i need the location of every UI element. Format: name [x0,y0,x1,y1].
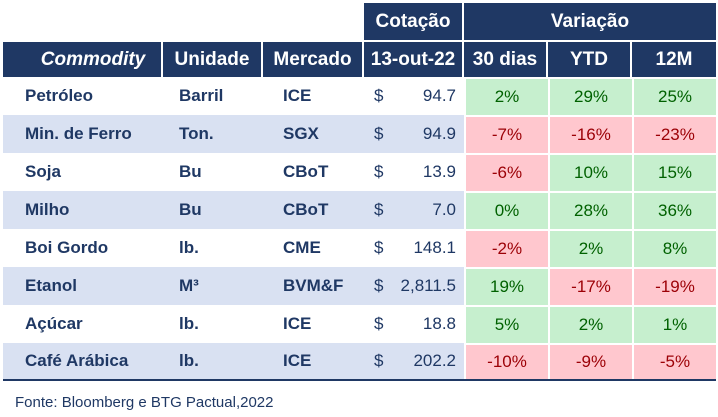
30-dias-cell: -6% [464,153,548,191]
unidade-cell: Bu [179,200,202,219]
commodity-cell: Milho [25,200,70,219]
commodity-table: Cotação Variação Commodity Unidade Merca… [3,3,716,381]
source-note: Fonte: Bloomberg e BTG Pactual,2022 [15,394,274,411]
table-body: Petróleo Barril ICE $ 94.7 2% 29% 25% Mi… [3,77,716,381]
ytd-cell: 29% [548,77,632,115]
ytd-cell: 2% [548,305,632,343]
price-cell: $ 18.8 [364,305,464,343]
commodity-cell: Petróleo [25,86,94,105]
price-value: 2,811.5 [400,276,456,295]
price-value: 202.2 [413,351,456,370]
table-row: Etanol M³ BVM&F $ 2,811.5 19% -17% -19% [3,267,716,305]
commodity-column-header: Commodity [3,42,163,77]
ytd-column-header: YTD [548,42,632,77]
unidade-cell: lb. [179,238,199,257]
price-value: 94.9 [422,124,456,143]
unidade-cell: M³ [179,276,199,295]
12m-cell: 36% [632,191,716,229]
30-dias-column-header: 30 dias [464,42,548,77]
12m-cell: -19% [632,267,716,305]
30-dias-cell: -10% [464,343,548,379]
12m-cell: 15% [632,153,716,191]
commodity-cell: Min. de Ferro [25,124,132,143]
table-row: Café Arábica lb. ICE $ 202.2 -10% -9% -5… [3,343,716,381]
table-row: Soja Bu CBoT $ 13.9 -6% 10% 15% [3,153,716,191]
30-dias-cell: 19% [464,267,548,305]
table-row: Milho Bu CBoT $ 7.0 0% 28% 36% [3,191,716,229]
currency-symbol: $ [374,86,384,105]
currency-symbol: $ [374,162,384,181]
12m-cell: 25% [632,77,716,115]
mercado-cell: ICE [283,351,312,370]
unidade-cell: lb. [179,314,199,333]
30-dias-cell: -7% [464,115,548,153]
group-header-row: Cotação Variação [3,3,716,40]
30-dias-cell: 2% [464,77,548,115]
price-cell: $ 2,811.5 [364,267,464,305]
currency-symbol: $ [374,200,384,219]
30-dias-cell: 0% [464,191,548,229]
table-row: Min. de Ferro Ton. SGX $ 94.9 -7% -16% -… [3,115,716,153]
price-value: 13.9 [422,162,456,181]
commodity-cell: Açúcar [25,314,83,333]
table-row: Boi Gordo lb. CME $ 148.1 -2% 2% 8% [3,229,716,267]
mercado-cell: ICE [283,314,312,333]
mercado-cell: ICE [283,86,312,105]
mercado-cell: SGX [283,124,319,143]
commodity-cell: Boi Gordo [25,238,109,257]
currency-symbol: $ [374,351,384,370]
table-row: Petróleo Barril ICE $ 94.7 2% 29% 25% [3,77,716,115]
cotacao-group-header: Cotação [364,3,464,40]
mercado-column-header: Mercado [263,42,364,77]
commodity-cell: Soja [25,162,61,181]
ytd-cell: -16% [548,115,632,153]
variacao-group-header: Variação [464,3,716,40]
12m-column-header: 12M [655,48,693,70]
currency-symbol: $ [374,276,384,295]
ytd-cell: 28% [548,191,632,229]
price-cell: $ 13.9 [364,153,464,191]
unidade-cell: lb. [179,351,199,370]
12m-cell: 8% [632,229,716,267]
price-value: 18.8 [422,314,456,333]
currency-symbol: $ [374,314,384,333]
mercado-cell: CBoT [283,162,329,181]
unidade-cell: Bu [179,162,202,181]
unidade-cell: Ton. [179,124,214,143]
commodity-cell: Café Arábica [25,351,129,370]
ytd-cell: 2% [548,229,632,267]
price-cell: $ 7.0 [364,191,464,229]
ytd-cell: 10% [548,153,632,191]
mercado-cell: CME [283,238,321,257]
30-dias-cell: 5% [464,305,548,343]
commodity-cell: Etanol [25,276,77,295]
price-cell: $ 94.7 [364,77,464,115]
12m-cell: 1% [632,305,716,343]
price-value: 7.0 [432,200,456,219]
unidade-column-header: Unidade [163,42,263,77]
group-header-blank [3,3,364,40]
30-dias-cell: -2% [464,229,548,267]
price-cell: $ 148.1 [364,229,464,267]
price-value: 94.7 [422,86,456,105]
table-row: Açúcar lb. ICE $ 18.8 5% 2% 1% [3,305,716,343]
price-cell: $ 94.9 [364,115,464,153]
date-column-header: 13-out-22 [364,42,464,77]
price-cell: $ 202.2 [364,343,464,379]
mercado-cell: BVM&F [283,276,344,295]
ytd-cell: -9% [548,343,632,379]
12m-cell: -5% [632,343,716,379]
column-header-row: Commodity Unidade Mercado 13-out-22 30 d… [3,40,716,77]
mercado-cell: CBoT [283,200,329,219]
unidade-cell: Barril [179,86,224,105]
price-value: 148.1 [413,238,456,257]
12m-cell: -23% [632,115,716,153]
ytd-cell: -17% [548,267,632,305]
currency-symbol: $ [374,238,384,257]
currency-symbol: $ [374,124,384,143]
